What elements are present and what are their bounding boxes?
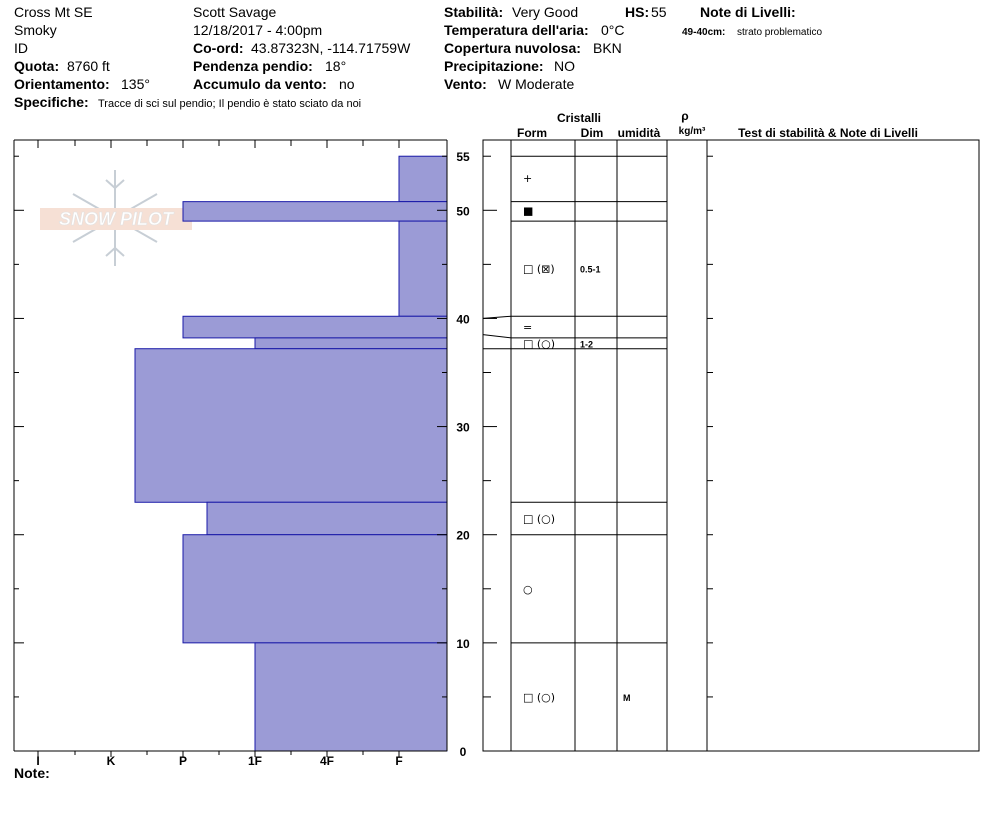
crystal-form-1: ■	[523, 204, 533, 217]
hardness-bar-4	[254, 337, 448, 350]
hardness-bars	[134, 155, 448, 752]
crystal-form-7: □ (○)	[523, 691, 555, 704]
dim-header: Dim	[581, 126, 604, 140]
accum-label: Accumulo da vento:	[193, 76, 327, 92]
hardness-bar-8	[254, 642, 448, 752]
height-tick-label: 40	[456, 312, 470, 326]
quota-label: Quota:	[14, 58, 59, 74]
test-header: Test di stabilità & Note di Livelli	[738, 126, 918, 140]
vento-value: W Moderate	[498, 76, 574, 92]
note-text: strato problematico	[737, 27, 822, 38]
crystal-form-2: □ (⊠)	[523, 263, 555, 276]
stab-value: Very Good	[512, 4, 578, 20]
note-range: 49-40cm:	[682, 27, 725, 38]
logo-band	[40, 208, 192, 230]
crystal-dim-2: 0.5-1	[580, 265, 601, 275]
layer-connector	[482, 334, 512, 339]
kgm3-header: kg/m³	[679, 126, 706, 137]
cristalli-header: Cristalli	[557, 111, 601, 125]
height-tick-label: 30	[456, 421, 470, 435]
hardness-tick-label: K	[107, 754, 116, 768]
quota-value: 8760 ft	[67, 58, 110, 74]
spec-label: Specifiche:	[14, 94, 89, 110]
crystal-rows: + ■ □ (⊠) 0.5-1 = □ (○) 1-2 □ (○) ○ □ (○) M	[523, 172, 631, 704]
rho-header: ρ	[681, 109, 688, 123]
temp-label: Temperatura dell'aria:	[444, 22, 589, 38]
accum-value: no	[339, 76, 355, 92]
form-header: Form	[517, 126, 547, 140]
crystal-form-5: □ (○)	[523, 512, 555, 525]
hardness-tick-label: 1F	[248, 754, 262, 768]
crystal-form-0: +	[523, 172, 532, 185]
crystal-umidita-7: M	[623, 693, 631, 703]
crystal-form-4: □ (○)	[523, 337, 555, 350]
temp-value: 0°C	[601, 22, 625, 38]
prec-label: Precipitazione:	[444, 58, 544, 74]
footer-note: Note:	[14, 765, 50, 781]
hs-label: HS:	[625, 4, 649, 20]
snowpilot-logo: SNOW PILOT	[40, 170, 192, 266]
crystal-form-6: ○	[523, 583, 533, 596]
notes-title: Note di Livelli:	[700, 4, 796, 20]
crystal-dim-4: 1-2	[580, 339, 593, 349]
datetime: 12/18/2017 - 4:00pm	[193, 22, 322, 38]
pend-value: 18°	[325, 58, 346, 74]
hardness-bar-6	[206, 501, 448, 536]
table-headers: Cristalli Form Dim umidità ρ kg/m³ Test …	[517, 109, 918, 140]
height-tick-label: 0	[460, 745, 467, 759]
umidita-header: umidità	[618, 126, 661, 140]
header: Cross Mt SE Smoky ID Quota: 8760 ft Orie…	[14, 4, 822, 110]
hardness-bar-0	[398, 155, 448, 203]
hardness-bar-5	[134, 348, 448, 503]
cop-value: BKN	[593, 40, 622, 56]
cop-label: Copertura nuvolosa:	[444, 40, 581, 56]
orient-value: 135°	[121, 76, 150, 92]
range-name: Smoky	[14, 22, 57, 38]
location-name: Cross Mt SE	[14, 4, 93, 20]
stab-label: Stabilità:	[444, 4, 503, 20]
crystal-form-3: =	[523, 321, 532, 334]
logo-text: SNOW PILOT	[59, 209, 175, 229]
hardness-bar-7	[182, 534, 448, 644]
layer-boundaries	[482, 155, 667, 644]
pend-label: Pendenza pendio:	[193, 58, 313, 74]
height-tick-label: 50	[456, 204, 470, 218]
hardness-tick-label: P	[179, 754, 187, 768]
observer: Scott Savage	[193, 4, 276, 20]
height-tick-label: 20	[456, 529, 470, 543]
hardness-bar-1	[182, 201, 448, 222]
state-name: ID	[14, 40, 28, 56]
hardness-bar-3	[182, 315, 448, 339]
hardness-tick-label: 4F	[320, 754, 334, 768]
hardness-tick-label: I	[36, 754, 39, 768]
spec-value: Tracce di sci sul pendio; Il pendio è st…	[98, 98, 361, 110]
orient-label: Orientamento:	[14, 76, 110, 92]
coord-label: Co-ord:	[193, 40, 244, 56]
hardness-axis: I K P 1F 4F F	[36, 140, 403, 768]
hardness-bar-2	[398, 220, 448, 317]
coord-value: 43.87323N, -114.71759W	[251, 40, 411, 56]
vento-label: Vento:	[444, 76, 487, 92]
hardness-tick-label: F	[395, 754, 402, 768]
crystal-table-frame	[482, 139, 980, 752]
hs-value: 55	[651, 4, 667, 20]
height-axis: 0 10 20 30 40 50 55	[14, 150, 713, 759]
prec-value: NO	[554, 58, 575, 74]
height-tick-label: 55	[456, 150, 470, 164]
height-tick-label: 10	[456, 637, 470, 651]
layer-connector	[482, 315, 512, 319]
